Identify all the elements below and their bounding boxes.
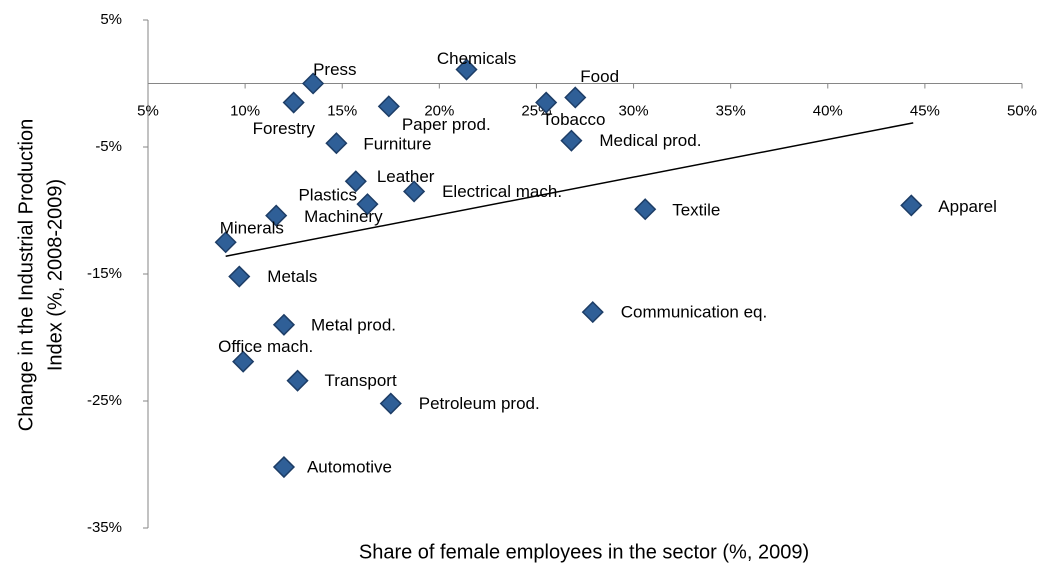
y-tick-label: 5% [100,11,122,28]
point [265,204,288,227]
point-label: Forestry [253,119,316,138]
point-label: Metal prod. [311,315,396,334]
point [535,91,558,114]
point-label: Electrical mach. [442,182,562,201]
point-label: Tobacco [542,110,605,129]
point [403,180,426,203]
point-label: Transport [325,371,397,390]
point-label: Furniture [363,135,431,154]
point-label: Petroleum prod. [419,394,540,413]
x-tick-label: 15% [327,102,357,119]
point-label: Paper prod. [402,115,491,134]
point [325,132,348,155]
point [232,350,255,373]
point-label: Medical prod. [599,131,701,150]
point [581,301,604,324]
point [344,170,367,193]
point [377,95,400,118]
point-label: Textile [672,201,720,220]
y-axis-title: Index (%, 2008-2009) [44,179,66,371]
y-tick-label: -35% [87,519,122,536]
x-tick-label: 10% [230,102,260,119]
point [272,455,296,479]
point [455,58,478,81]
x-axis-title: Share of female employees in the sector … [359,541,809,563]
y-tick-label: -5% [95,138,122,155]
point [286,369,309,392]
x-tick-label: 5% [137,102,159,119]
point [356,193,379,216]
point [560,129,583,152]
point [302,72,325,95]
x-tick-label: 45% [910,102,940,119]
y-tick-label: -15% [87,265,122,282]
point-label: Automotive [307,458,392,477]
point-label: Minerals [220,219,284,238]
point-label: Press [313,60,356,79]
point [282,91,305,114]
point [900,194,923,217]
point-label: Machinery [304,207,383,226]
x-tick-label: 35% [716,102,746,119]
x-tick-label: 50% [1007,102,1037,119]
point-label: Plastics [298,186,357,205]
x-tick-label: 20% [424,102,454,119]
point-label: Apparel [938,197,997,216]
point-label: Food [580,67,619,86]
x-tick-label: 30% [619,102,649,119]
point-label: Chemicals [437,49,516,68]
point [272,313,296,336]
point-label: Office mach. [218,337,313,356]
trendline [225,122,914,257]
point-label: Leather [377,167,435,186]
point [379,392,402,415]
point-label: Communication eq. [621,303,767,322]
y-axis-title: Change in the Industrial Production [15,119,37,431]
point-label: Metals [267,267,317,286]
point [228,265,251,288]
x-tick-label: 40% [813,102,843,119]
y-tick-label: -25% [87,392,122,409]
point [214,231,237,254]
point [564,86,587,109]
point [634,198,657,221]
